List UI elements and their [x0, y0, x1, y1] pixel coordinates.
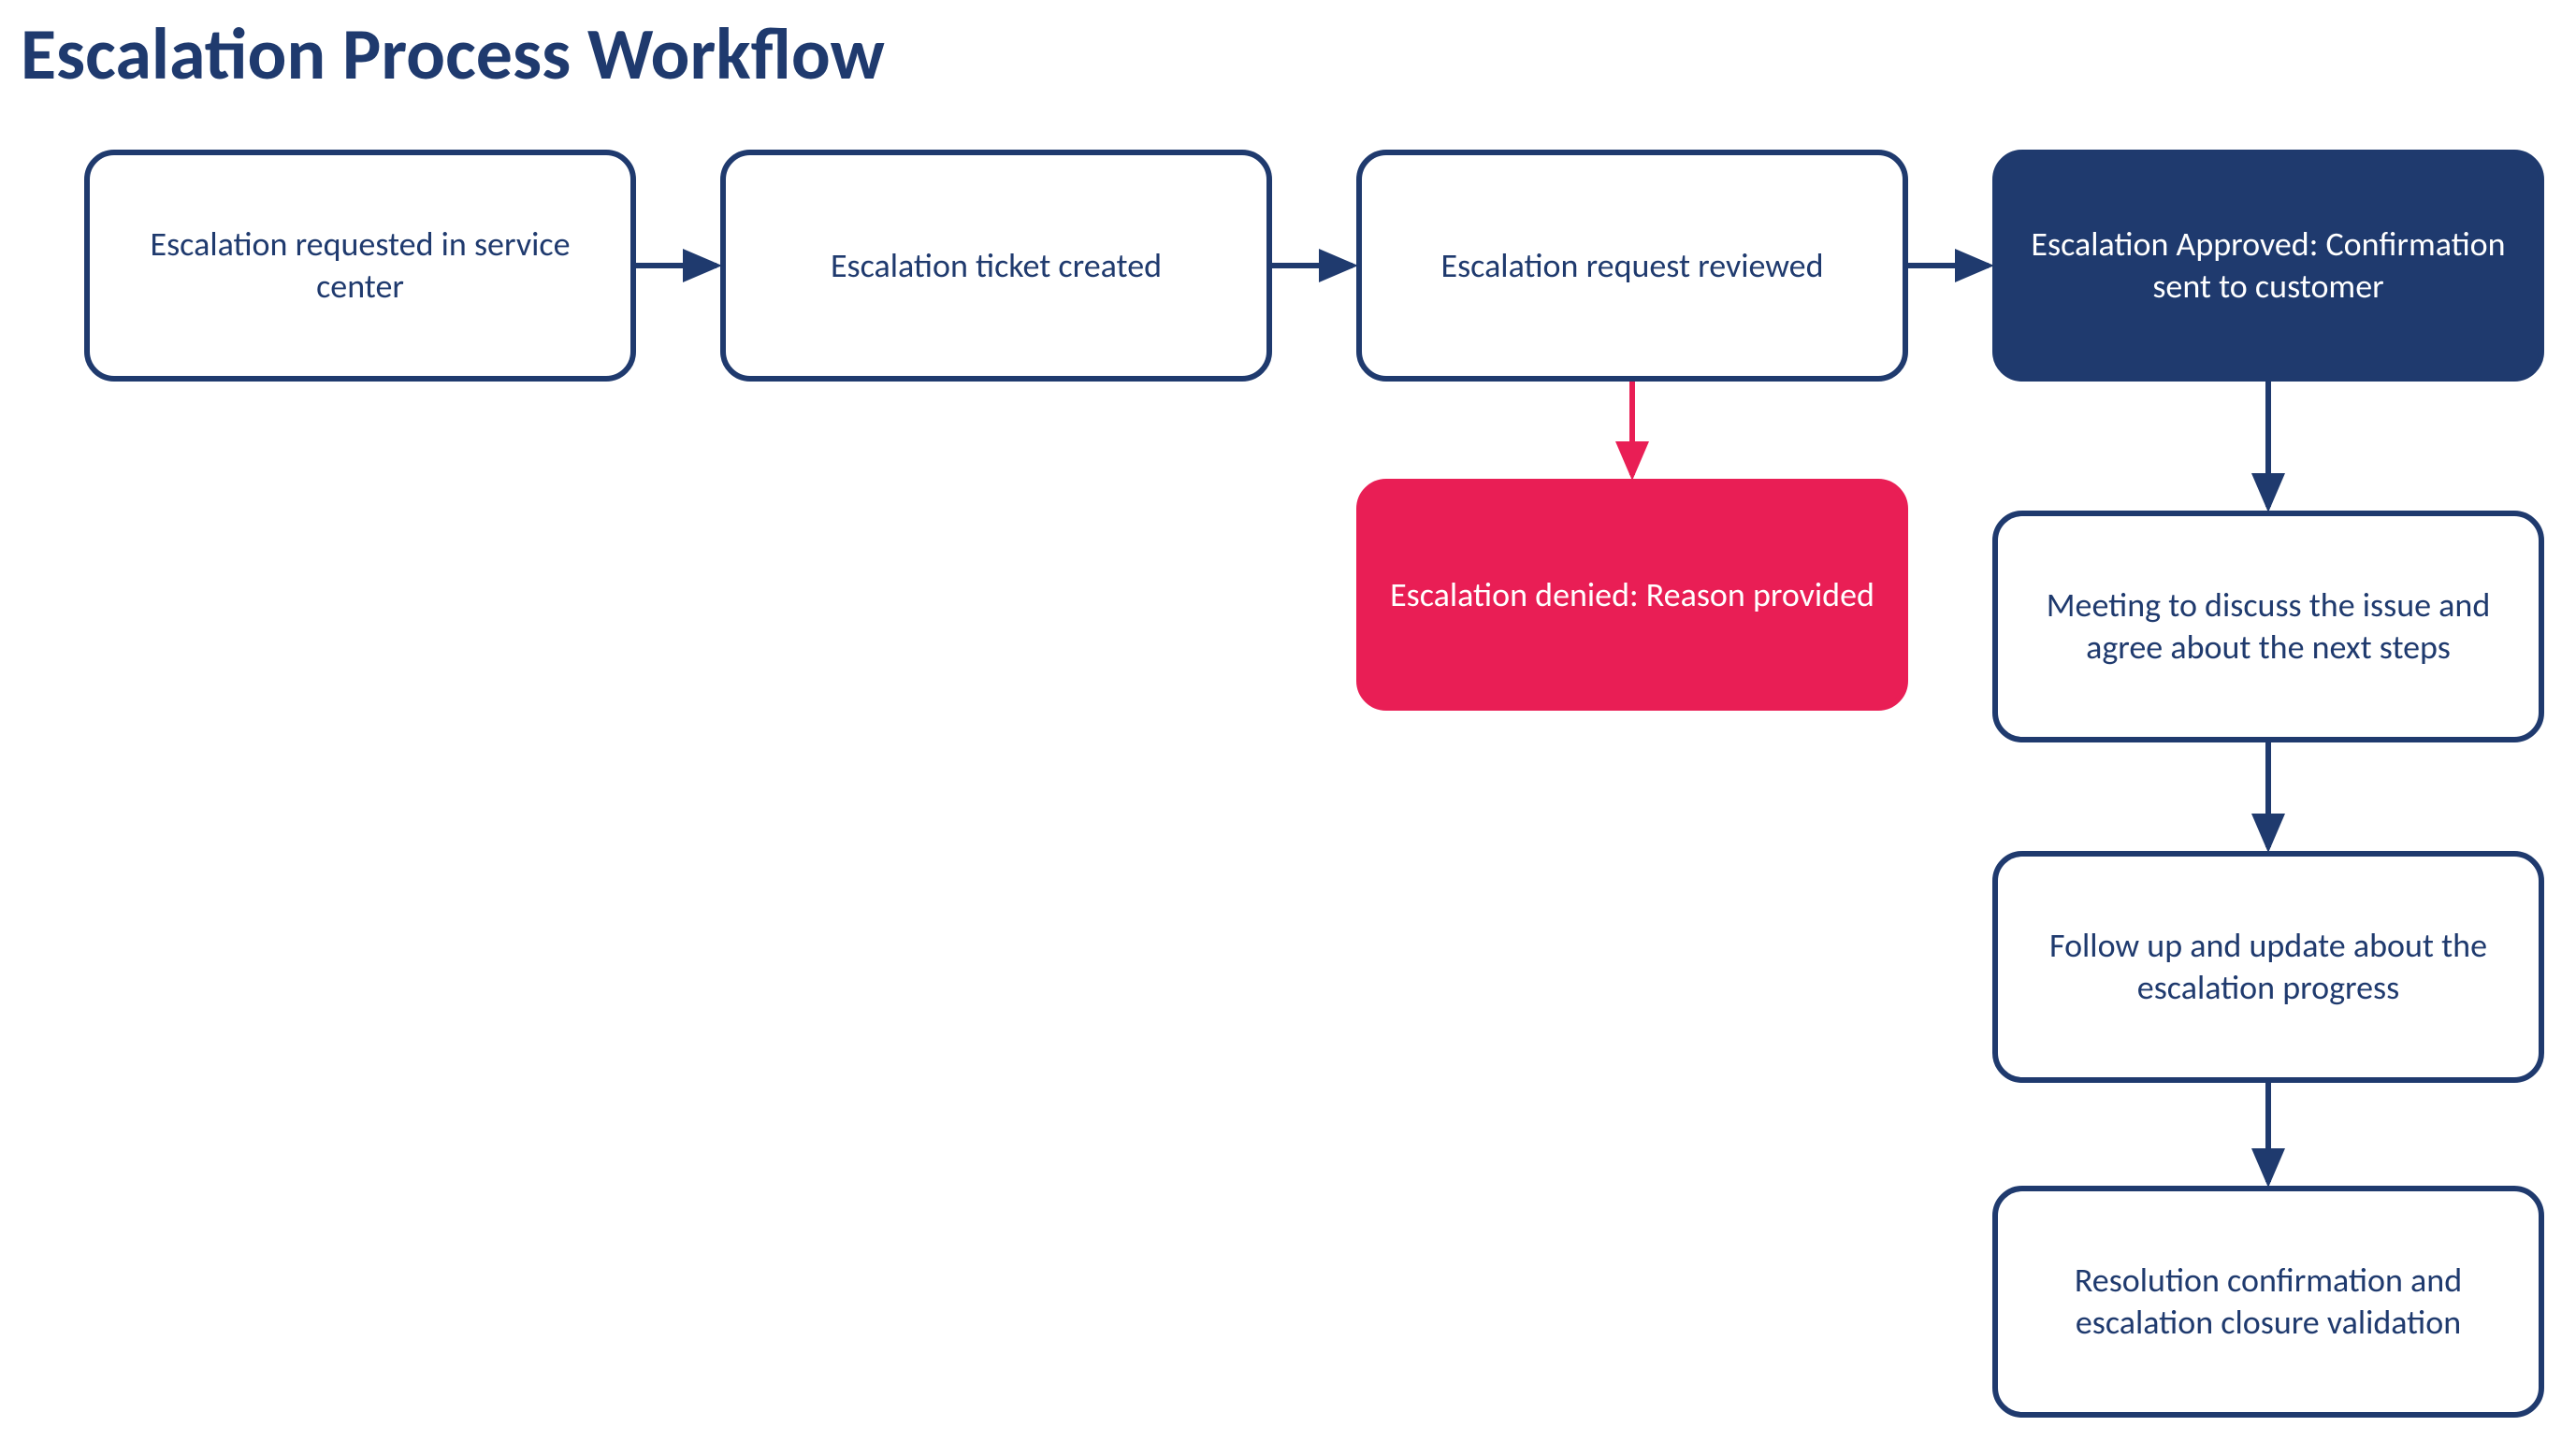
flow-node-n4: Escalation Approved: Confirmation sent t…: [1992, 150, 2544, 382]
flow-node-n7: Follow up and update about the escalatio…: [1992, 851, 2544, 1083]
flow-node-n3: Escalation request reviewed: [1356, 150, 1908, 382]
flow-node-n6: Meeting to discuss the issue and agree a…: [1992, 511, 2544, 742]
flow-node-n2: Escalation ticket created: [720, 150, 1272, 382]
page-title: Escalation Process Workflow: [21, 9, 885, 98]
flow-node-n1: Escalation requested in service center: [84, 150, 636, 382]
flow-node-n8: Resolution confirmation and escalation c…: [1992, 1186, 2544, 1418]
flow-node-n5: Escalation denied: Reason provided: [1356, 479, 1908, 711]
